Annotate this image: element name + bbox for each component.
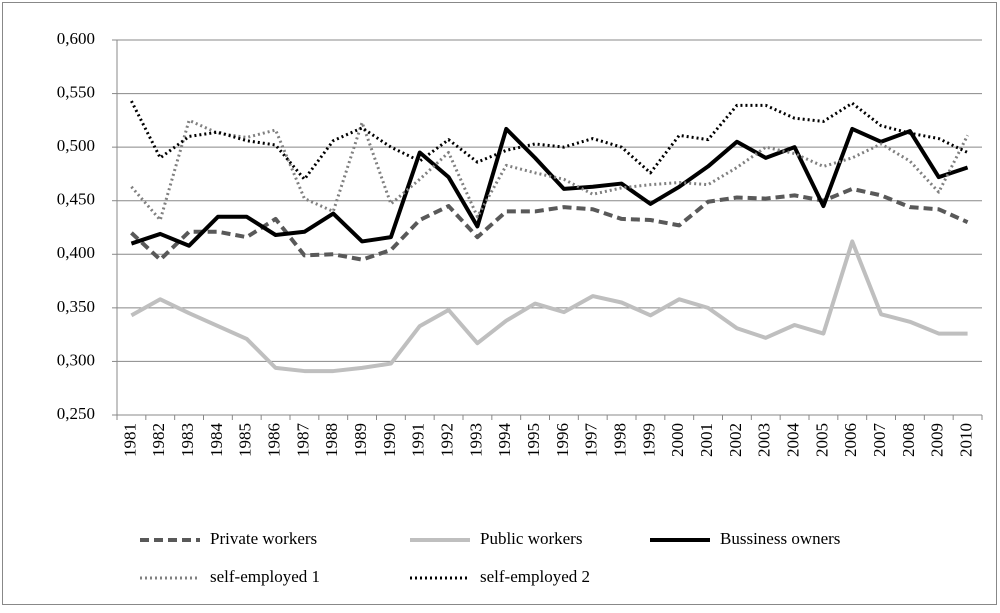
x-tick-label: 2006	[841, 423, 860, 457]
legend-label: Bussiness owners	[720, 529, 840, 548]
x-tick-label: 2007	[870, 423, 889, 458]
x-tick-label: 1996	[553, 423, 572, 457]
legend-label: self-employed 1	[210, 567, 320, 586]
x-tick-label: 2010	[956, 423, 975, 457]
y-tick-label: 0,450	[57, 190, 95, 209]
x-tick-label: 1995	[524, 423, 543, 457]
x-tick-label: 1981	[120, 423, 139, 457]
y-tick-label: 0,350	[57, 297, 95, 316]
series-line	[130, 118, 969, 222]
x-tick-label: 2009	[928, 423, 947, 457]
x-tick-label: 2005	[812, 423, 831, 457]
x-tick-label: 2003	[755, 423, 774, 457]
legend-label: self-employed 2	[480, 567, 590, 586]
series-line	[130, 239, 968, 374]
x-tick-label: 1994	[495, 423, 514, 458]
x-tick-label: 1997	[582, 423, 601, 458]
legend-label: Private workers	[210, 529, 317, 548]
x-tick-label: 1984	[207, 423, 226, 458]
y-tick-label: 0,550	[57, 82, 95, 101]
x-tick-label: 1986	[264, 423, 283, 457]
x-tick-label: 1985	[236, 423, 255, 457]
x-tick-label: 1988	[322, 423, 341, 457]
y-tick-label: 0,250	[57, 404, 95, 423]
x-tick-label: 1992	[437, 423, 456, 457]
x-tick-label: 2001	[697, 423, 716, 457]
x-tick-label: 1989	[351, 423, 370, 457]
series-line	[130, 100, 969, 181]
y-tick-label: 0,300	[57, 350, 95, 369]
y-tick-label: 0,400	[57, 243, 95, 262]
series-line	[130, 126, 969, 248]
y-tick-label: 0,600	[57, 29, 95, 48]
x-tick-label: 1999	[639, 423, 658, 457]
y-tick-label: 0,500	[57, 136, 95, 155]
x-tick-label: 1993	[466, 423, 485, 457]
x-tick-label: 1987	[293, 423, 312, 458]
x-tick-label: 1990	[380, 423, 399, 457]
x-tick-label: 1991	[409, 423, 428, 457]
series-line	[130, 186, 969, 262]
legend-label: Public workers	[480, 529, 582, 548]
x-tick-label: 1998	[610, 423, 629, 457]
x-tick-label: 2000	[668, 423, 687, 457]
x-tick-label: 2002	[726, 423, 745, 457]
x-tick-label: 1983	[178, 423, 197, 457]
x-tick-label: 2004	[783, 423, 802, 458]
x-tick-label: 2008	[899, 423, 918, 457]
x-tick-label: 1982	[149, 423, 168, 457]
